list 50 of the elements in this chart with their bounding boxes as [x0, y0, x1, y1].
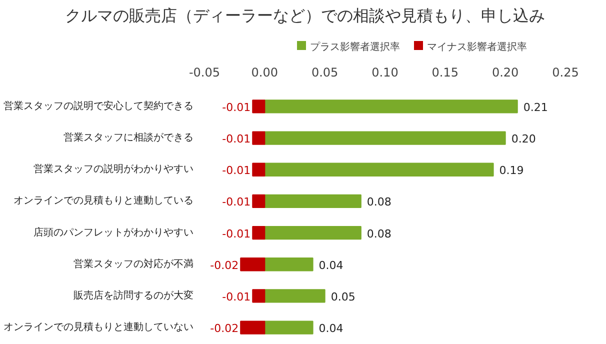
y-tick-label: 営業スタッフの説明がわかりやすい [34, 163, 194, 176]
data-label: -0.01 [222, 227, 251, 240]
x-tick-label: 0.10 [372, 66, 398, 80]
x-tick-label: 0.25 [552, 66, 579, 80]
data-label: 0.08 [366, 227, 392, 240]
data-label: -0.01 [222, 100, 251, 114]
x-tick-label: 0.05 [311, 66, 338, 80]
y-tick-label: 販売店を訪問するのが大変 [74, 289, 194, 302]
bar [264, 258, 314, 272]
data-label: 0.04 [318, 258, 344, 272]
bar [264, 131, 506, 145]
data-label: 0.21 [523, 100, 548, 114]
bar [252, 289, 266, 303]
bar [240, 320, 266, 334]
data-label: -0.02 [210, 322, 239, 336]
bar [264, 100, 518, 114]
legend-label: マイナス影響者選択率 [427, 42, 527, 53]
data-label: 0.08 [366, 196, 392, 209]
data-label: -0.01 [222, 290, 251, 304]
chart-title: クルマの販売店（ディーラーなど）での相談や見積もり、申し込み [65, 5, 545, 27]
data-label: 0.04 [318, 322, 344, 336]
legend-label: プラス影響者選択率 [310, 42, 400, 53]
data-label: -0.01 [222, 196, 251, 209]
data-label: 0.20 [511, 132, 536, 146]
bar [264, 162, 494, 176]
x-tick-label: -0.05 [188, 66, 220, 80]
data-label: -0.01 [222, 132, 251, 146]
bar [252, 226, 266, 240]
data-label: 0.05 [330, 290, 356, 304]
x-tick-label: 0.20 [492, 66, 519, 80]
bar [264, 320, 314, 334]
y-tick-label: 営業スタッフの説明で安心して契約できる [4, 100, 194, 112]
y-tick-label: 営業スタッフに相談ができる [64, 132, 194, 144]
bar [252, 100, 266, 114]
bar [252, 194, 266, 208]
bar [240, 258, 266, 272]
y-tick-label: オンラインでの見積もりと連動している [14, 194, 194, 207]
data-label: -0.02 [210, 258, 239, 272]
bar [252, 162, 266, 176]
data-label: 0.19 [499, 164, 524, 178]
bar [264, 289, 326, 303]
bar [264, 226, 362, 240]
bar [252, 131, 266, 145]
bar [264, 194, 362, 208]
y-tick-label: オンラインでの見積もりと連動していない [4, 321, 194, 334]
y-tick-label: 店頭のパンフレットがわかりやすい [34, 226, 194, 238]
y-tick-label: 営業スタッフの対応が不満 [74, 258, 194, 270]
x-tick-label: 0.00 [251, 66, 278, 80]
data-label: -0.01 [222, 164, 251, 178]
x-tick-label: 0.15 [432, 66, 459, 80]
